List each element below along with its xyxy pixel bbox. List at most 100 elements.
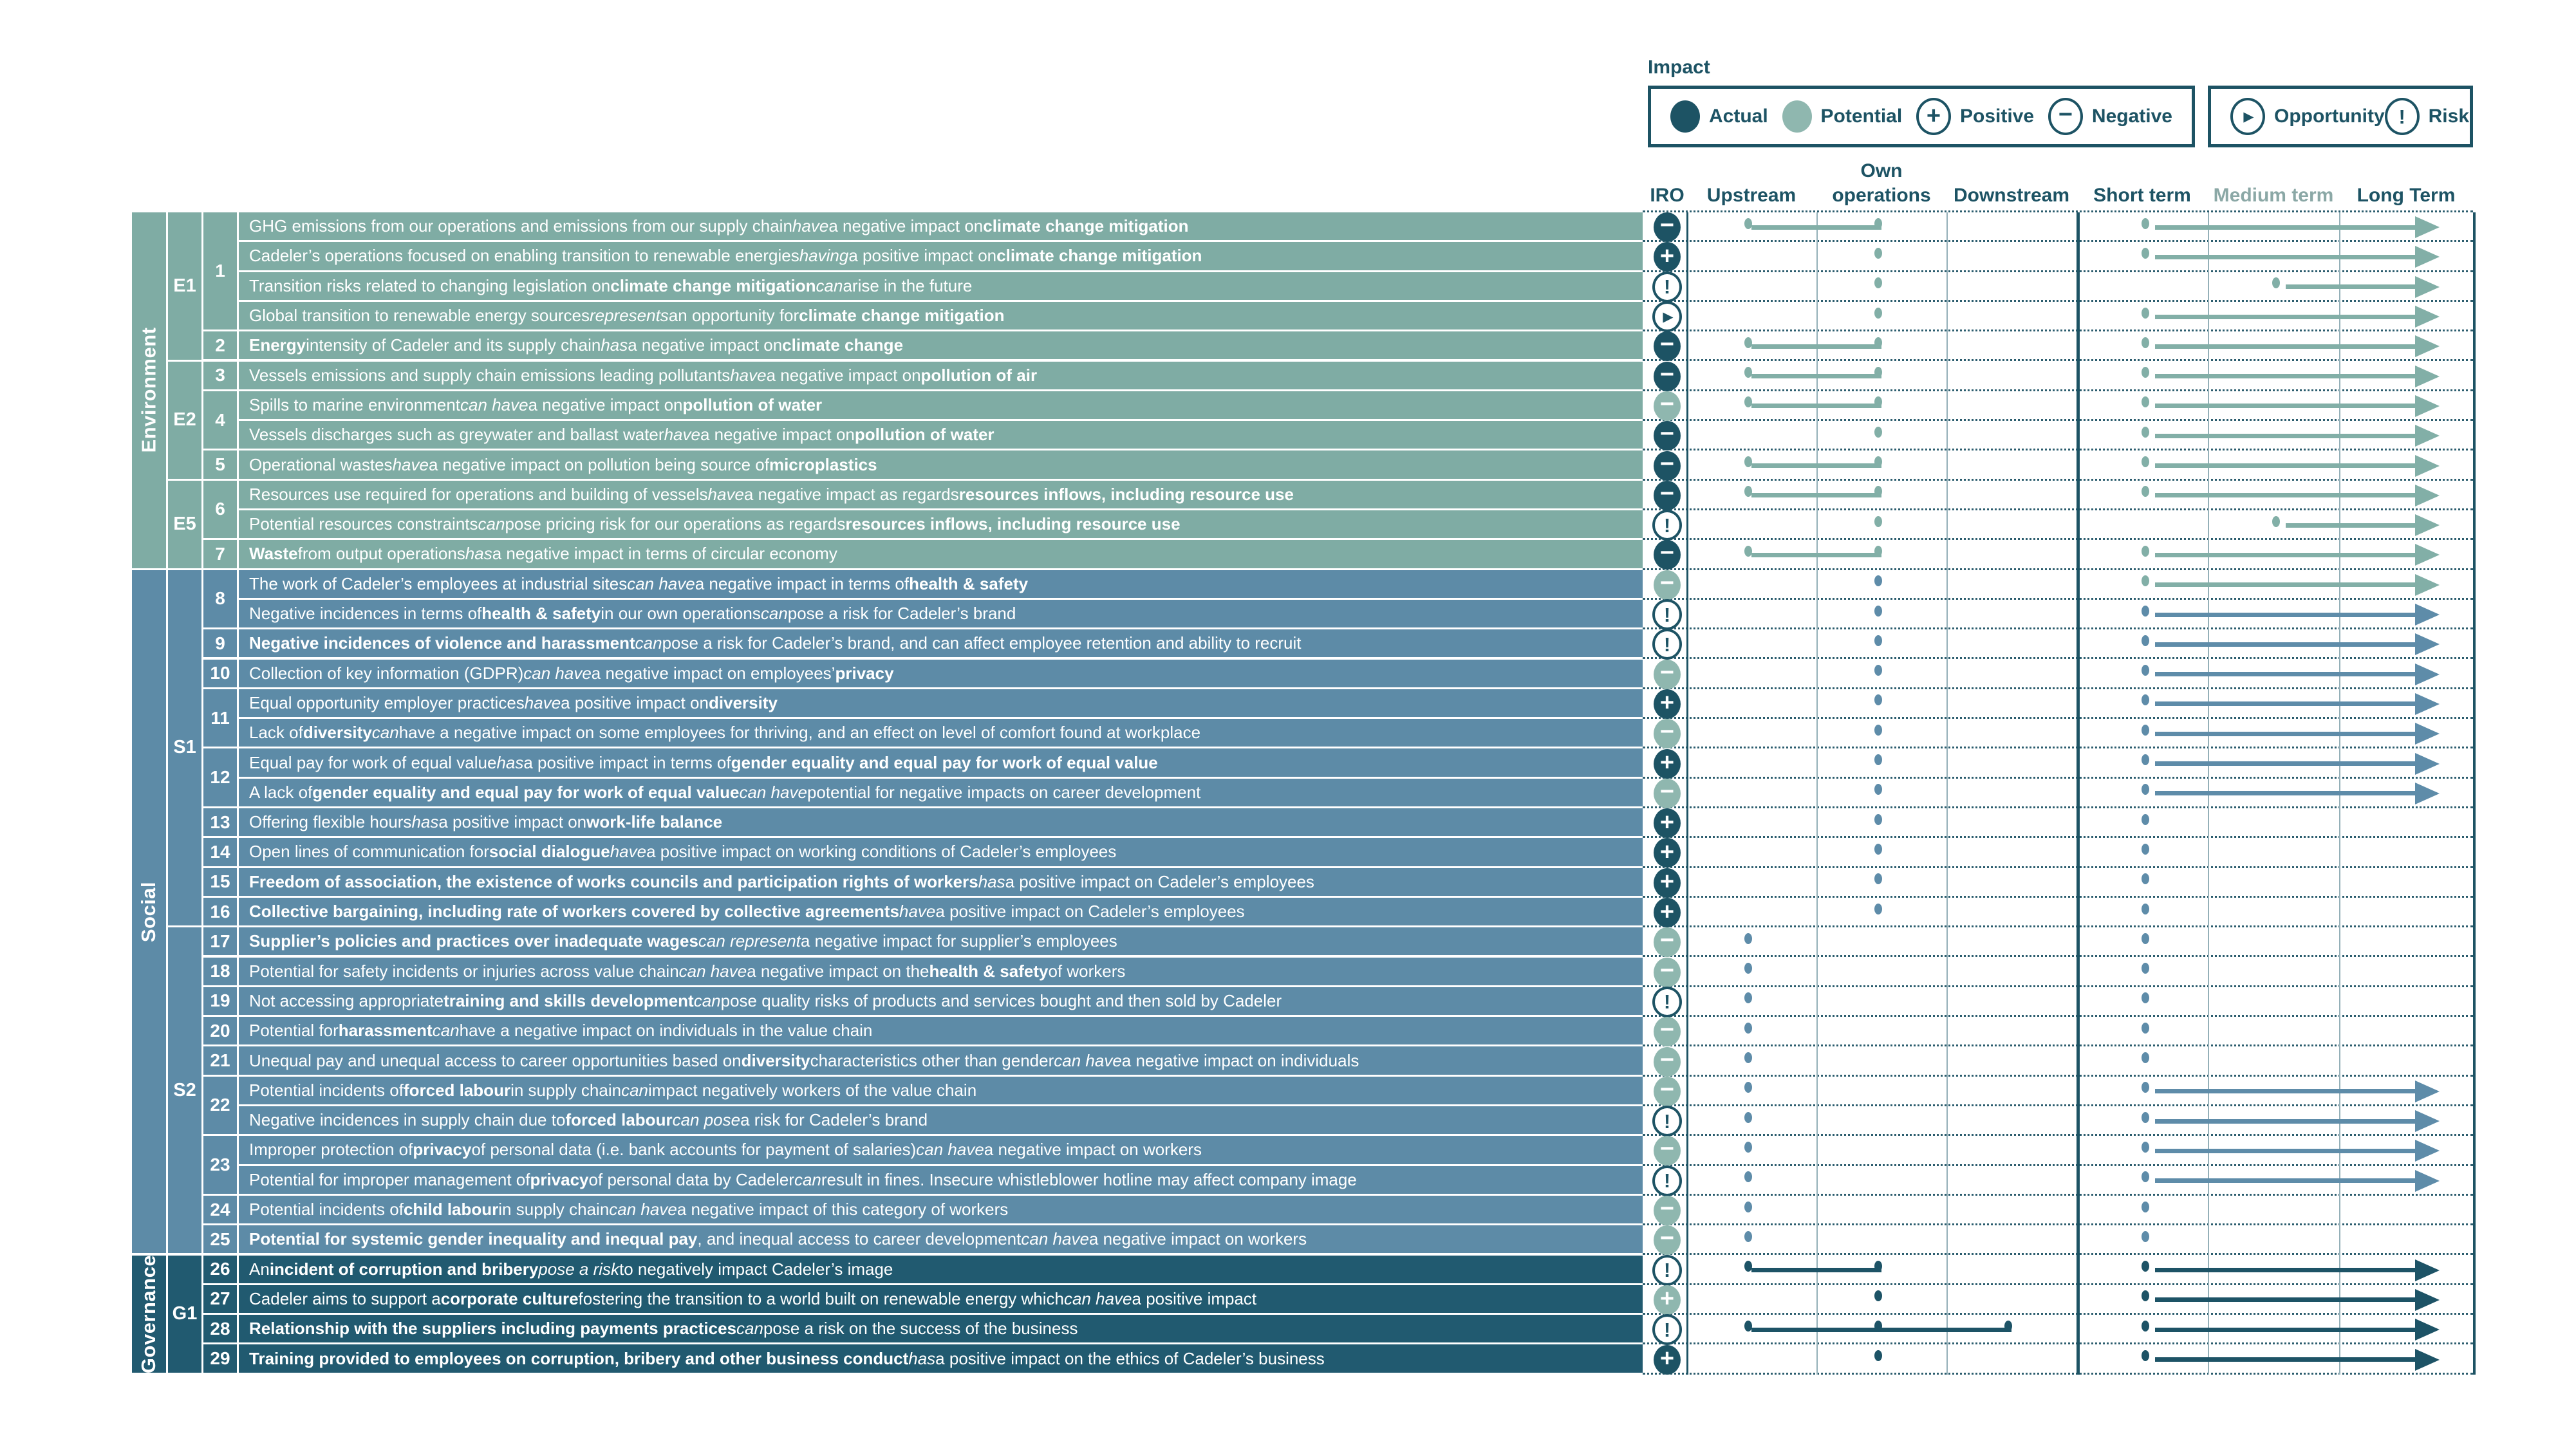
row-number: 5 [203,450,237,479]
time-arrow-head [2415,663,2440,685]
timeline-ring [2141,426,2149,438]
chart-row [1643,927,2473,958]
time-arrow-shaft [2286,284,2415,290]
opportunity-icon: ▶ [1652,301,1682,333]
impact-description: Energy intensity of Cadeler and its supp… [239,331,1643,360]
timeline-ring [1744,486,1752,497]
legend-item-positive: + Positive [1916,98,2034,135]
neg-potential-icon: − [1654,1225,1681,1256]
impact-description: Potential incidents of child labour in s… [239,1195,1643,1224]
row-number: 24 [203,1195,237,1224]
impact-description: Waste from output operations has a negat… [239,540,1643,568]
time-arrow-head [2415,275,2440,298]
divider-downstream-shortterm [2077,212,2080,1375]
timeline-ring [1874,456,1882,468]
topic-label-g1: G1 [168,1255,201,1373]
timeline-ring [1744,545,1752,557]
impact-description: Equal opportunity employer practices hav… [239,689,1643,718]
neg-actual-icon: − [1654,540,1681,570]
time-arrow-head [2415,692,2440,715]
topic-label-s1: S1 [168,570,201,926]
timeline-ring [1874,515,1882,527]
neg-actual-icon: − [1654,450,1681,481]
neg-potential-icon: − [1654,1136,1681,1166]
timeline-ring [1874,724,1882,736]
time-arrow-head [2415,723,2440,745]
row-number: 26 [203,1255,237,1283]
timeline-ring [2004,1320,2012,1332]
time-arrow-head [2415,246,2440,268]
timeline-ring [2141,635,2149,646]
column-header-own: Own operations [1832,160,1931,206]
neg-potential-icon: − [1654,1076,1681,1106]
time-arrow-shaft [2155,433,2415,438]
positive-icon: + [1916,98,1952,135]
time-arrow-head [2415,1348,2440,1371]
timeline-ring [2141,933,2149,944]
impact-description: Improper protection of privacy of person… [239,1136,1643,1164]
timeline-ring [1744,337,1752,348]
impact-description: Potential for safety incidents or injuri… [239,957,1643,985]
impact-description: Collective bargaining, including rate of… [239,897,1643,926]
legend-item-opportunity: ▶ Opportunity [2230,98,2385,135]
impact-description: Potential resources constraints can pose… [239,510,1643,539]
risk-icon: ! [1652,986,1682,1017]
row-number: 15 [203,868,237,896]
row-number: 19 [203,987,237,1016]
timeline-ring [1744,396,1752,408]
chart-row [1643,1315,2473,1345]
timeline-ring [2141,903,2149,914]
row-number: 11 [203,689,237,747]
risk-icon: ! [1652,510,1682,541]
timeline-ring [2141,665,2149,676]
row-number: 27 [203,1285,237,1313]
neg-actual-icon: − [1654,361,1681,391]
time-arrow-shaft [2155,1297,2415,1303]
chart-right-border [2473,212,2476,1375]
chart-row [1643,838,2473,868]
opportunity-icon: ▶ [2230,98,2265,135]
timeline-ring [1874,307,1882,319]
timeline-ring [1874,545,1882,557]
timeline-ring [2141,963,2149,974]
chart-row [1643,779,2473,808]
time-arrow-head [2415,1288,2440,1311]
time-arrow-shaft [2155,374,2415,379]
column-header-iro: IRO [1650,184,1685,206]
neg-potential-icon: − [1654,391,1681,421]
pos-actual-icon: + [1654,898,1681,928]
chart-row [1643,898,2473,928]
pos-actual-icon: + [1654,868,1681,898]
impact-description: Equal pay for work of equal value has a … [239,748,1643,777]
timeline-ring [2141,724,2149,736]
timeline-ring [1744,1022,1752,1034]
timeline-ring [2272,515,2280,527]
time-arrow-head [2415,1169,2440,1192]
impact-description: Negative incidences in terms of health &… [239,599,1643,628]
legend-label: Risk [2428,106,2470,127]
risk-icon: ! [1652,599,1682,631]
timeline-ring [2141,575,2149,587]
chart-row [1643,1285,2473,1315]
topic-label-s2: S2 [168,927,201,1254]
impact-description: Cadeler aims to support a corporate cult… [239,1285,1643,1313]
row-number: 16 [203,897,237,926]
impact-description: Potential for systemic gender inequality… [239,1225,1643,1254]
time-arrow-shaft [2155,254,2415,259]
timeline-ring [1874,218,1882,229]
chart-row [1643,272,2473,302]
pos-potential-icon: + [1654,1285,1681,1315]
topic-label-e1: E1 [168,212,201,360]
timeline-ring [1744,1320,1752,1332]
timeline-ring [1874,277,1882,289]
timeline-ring [2141,367,2149,378]
timeline-ring [1744,963,1752,974]
timeline-ring [1874,665,1882,676]
impact-description: Training provided to employees on corrup… [239,1344,1643,1373]
chart-row [1643,331,2473,362]
time-arrow-head [2415,365,2440,387]
time-arrow-head [2415,216,2440,239]
timeline-ring [2141,1261,2149,1272]
chart-row [1643,719,2473,749]
time-arrow-shaft [2155,1089,2415,1094]
